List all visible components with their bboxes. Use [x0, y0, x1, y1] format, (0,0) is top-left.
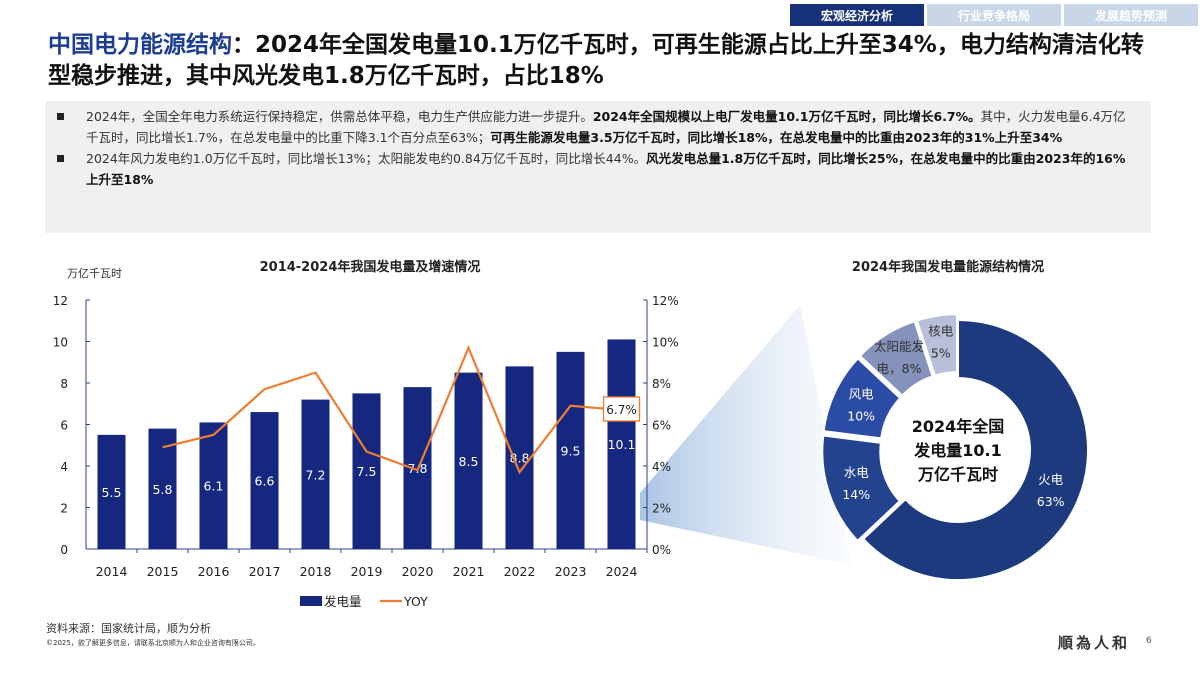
page-title: 中国电力能源结构：2024年全国发电量10.1万亿千瓦时，可再生能源占比上升至3…: [48, 30, 1158, 92]
bold-text: 可再生能源发电量3.5万亿千瓦时，同比增长18%，在总发电量中的比重由2023年…: [490, 130, 1063, 145]
bar-label: 6.6: [255, 474, 275, 489]
bar-label: 5.8: [153, 482, 173, 497]
title-highlight: 中国电力能源结构: [48, 32, 232, 58]
bar-label: 5.5: [102, 485, 122, 500]
pie-slice-1: [821, 434, 902, 543]
x-tick-label: 2018: [300, 564, 332, 579]
legend-bar-label: 发电量: [324, 594, 362, 609]
summary-bullet: 2024年风力发电约1.0万亿千瓦时，同比增长13%；太阳能发电约0.84万亿千…: [57, 148, 1137, 190]
pie-center-label: 万亿千瓦时: [917, 465, 998, 484]
y-tick-label: 12: [53, 294, 68, 308]
x-tick-label: 2024: [606, 564, 638, 579]
bar-2015: [148, 428, 177, 549]
yoy-line: [162, 344, 622, 475]
x-tick-label: 2019: [351, 564, 383, 579]
copyright-note: ©2025，欲了解更多信息，请联系北京顺为人和企业咨询有限公司。: [46, 639, 260, 647]
tab-macro-economy[interactable]: 宏观经济分析: [790, 4, 924, 26]
y2-tick-label: 2%: [652, 502, 671, 516]
bar-label: 8.5: [459, 454, 479, 469]
y-tick-label: 10: [53, 336, 68, 350]
y-axis-label: 万亿千瓦时: [67, 267, 122, 280]
bullet-text: 2024年，全国全年电力系统运行保持稳定，供需总体平稳，电力生产供应能力进一步提…: [86, 106, 1137, 148]
pie-slice-3: [858, 320, 934, 398]
pie-slice-label: 太阳能发: [874, 339, 925, 354]
page-number: 6: [1146, 636, 1152, 646]
pie-slice-label: 14%: [842, 487, 870, 502]
pie-center-label: 2024年全国: [912, 417, 1005, 436]
y2-tick-label: 12%: [652, 294, 679, 308]
pie-slice-label: 10%: [847, 408, 875, 423]
pie-slice-2: [822, 357, 902, 440]
pie-slice-label: 火电: [1038, 472, 1064, 487]
x-tick-label: 2015: [147, 564, 179, 579]
bold-text: 风光发电总量1.8万亿千瓦时，同比增长25%，在总发电量中的比重由2023年的1…: [86, 151, 1126, 187]
y2-tick-label: 4%: [652, 460, 671, 474]
summary-box: 2024年，全国全年电力系统运行保持稳定，供需总体平稳，电力生产供应能力进一步提…: [45, 101, 1151, 233]
x-tick-label: 2023: [555, 564, 587, 579]
pie-slice-label: 63%: [1037, 494, 1065, 509]
pie-slice-label: 风电: [849, 386, 875, 401]
bullet-marker: [57, 113, 64, 120]
title-rest: ：2024年全国发电量10.1万亿千瓦时，可再生能源占比上升至34%，电力结构清…: [48, 32, 1144, 89]
bar-2016: [199, 422, 228, 549]
summary-bullet: 2024年，全国全年电力系统运行保持稳定，供需总体平稳，电力生产供应能力进一步提…: [57, 106, 1137, 148]
text: 2024年，全国全年电力系统运行保持稳定，供需总体平稳，电力生产供应能力进一步提…: [86, 109, 593, 124]
pie-slice-label: 5%: [931, 345, 951, 360]
bar-2024: [607, 339, 636, 549]
pie-slice-label: 电，8%: [877, 361, 922, 376]
section-tabs: 宏观经济分析 行业竞争格局 发展趋势预测: [790, 4, 1198, 26]
pie-slice-4: [915, 313, 959, 377]
y2-tick-label: 6%: [652, 419, 671, 433]
pie-slice-label: 水电: [844, 465, 870, 480]
annotation-box: [602, 396, 641, 422]
bar-label: 7.2: [306, 467, 326, 482]
y2-tick-label: 0%: [652, 543, 671, 557]
bar-label: 10.1: [608, 437, 636, 452]
callout-shape: [640, 305, 852, 565]
bullet-marker: [57, 155, 64, 162]
legend-line-label: YOY: [403, 594, 428, 609]
pie-slice-0: [861, 318, 1089, 581]
chart-title: 2014-2024年我国发电量及增速情况: [260, 259, 481, 275]
y2-tick-label: 10%: [652, 336, 679, 350]
bar-label: 7.5: [357, 464, 377, 479]
y-tick-label: 2: [60, 502, 68, 516]
annotation-label: 6.7%: [606, 403, 637, 417]
x-tick-label: 2022: [504, 564, 536, 579]
pie-center-label: 发电量10.1: [913, 441, 1001, 460]
pie-slice-label: 核电: [928, 323, 954, 338]
x-tick-label: 2020: [402, 564, 434, 579]
source-note: 资料来源：国家统计局，顺为分析: [46, 622, 211, 635]
bar-label: 6.1: [204, 479, 224, 494]
bar-2018: [301, 399, 330, 549]
x-tick-label: 2017: [249, 564, 281, 579]
y2-tick-label: 8%: [652, 377, 671, 391]
bar-2017: [250, 412, 279, 549]
bullet-text: 2024年风力发电约1.0万亿千瓦时，同比增长13%；太阳能发电约0.84万亿千…: [86, 148, 1137, 190]
tab-industry-competition[interactable]: 行业竞争格局: [927, 4, 1061, 26]
text: 其中，火力发电量6.4万亿千瓦时，同比增长1.7%，在总发电量中的比重下降3.1…: [86, 109, 1126, 145]
pie-title: 2024年我国发电量能源结构情况: [852, 259, 1044, 275]
bold-text: 2024年全国规模以上电厂发电量10.1万亿千瓦时，同比增长6.7%。: [592, 109, 981, 124]
x-tick-label: 2014: [96, 564, 128, 579]
x-tick-label: 2016: [198, 564, 230, 579]
y-tick-label: 4: [60, 460, 68, 474]
y-tick-label: 0: [60, 543, 68, 557]
bar-label: 9.5: [561, 443, 581, 458]
company-logo: 順為人和: [1058, 634, 1131, 652]
tab-trend-forecast[interactable]: 发展趋势预测: [1064, 4, 1198, 26]
legend-bar-swatch: [300, 596, 322, 606]
bar-2023: [556, 351, 585, 549]
x-tick-label: 2021: [453, 564, 485, 579]
y-tick-label: 6: [60, 419, 68, 433]
y-tick-label: 8: [60, 377, 68, 391]
bar-2014: [97, 434, 126, 549]
bar-2022: [505, 366, 534, 549]
bar-2021: [454, 372, 483, 549]
bar-2019: [352, 393, 381, 549]
text: 2024年风力发电约1.0万亿千瓦时，同比增长13%；太阳能发电约0.84万亿千…: [86, 151, 647, 166]
